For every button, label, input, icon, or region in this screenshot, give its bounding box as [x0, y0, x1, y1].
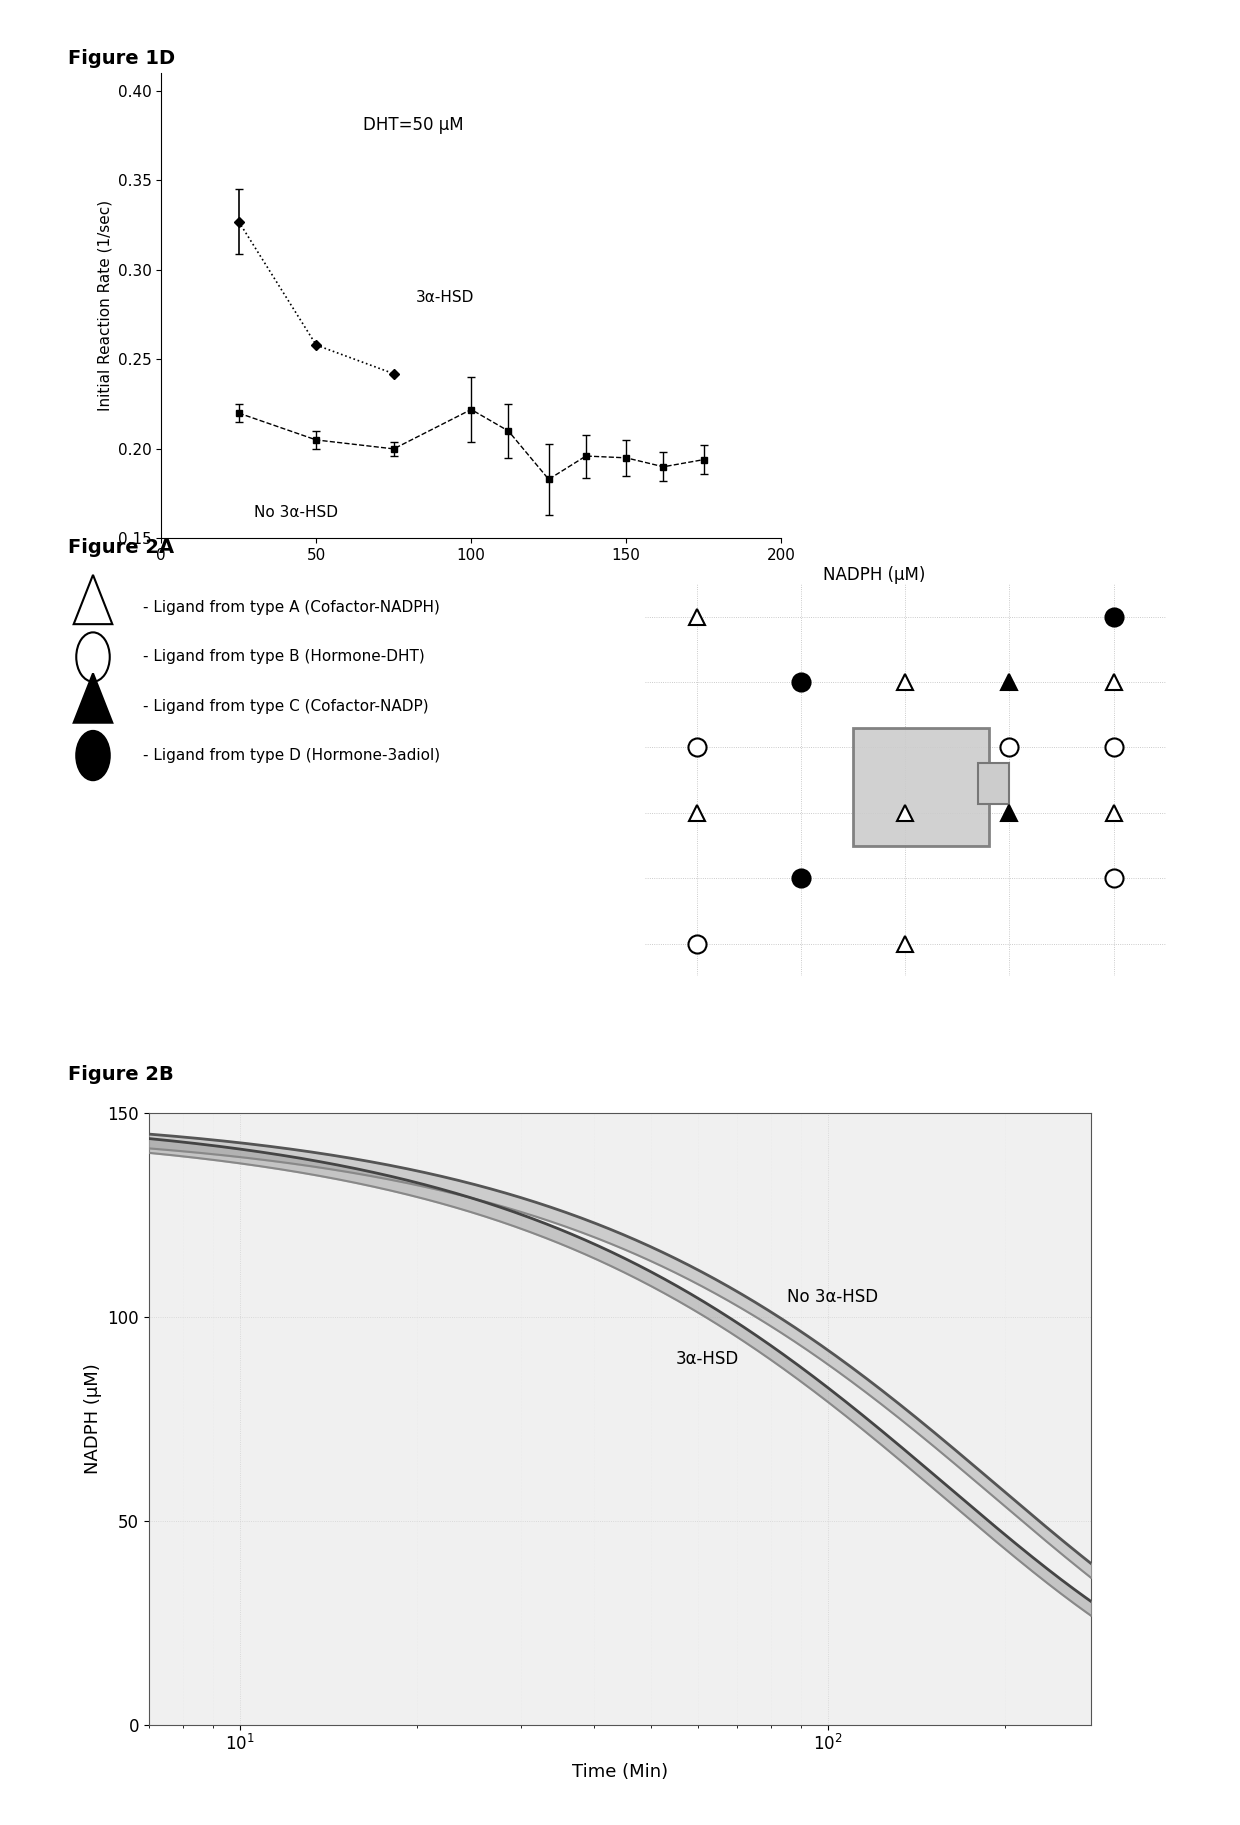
Text: - Ligand from type D (Hormone-3adiol): - Ligand from type D (Hormone-3adiol): [143, 748, 440, 763]
Y-axis label: Initial Reaction Rate (1/sec): Initial Reaction Rate (1/sec): [97, 201, 112, 411]
FancyBboxPatch shape: [978, 763, 1009, 805]
X-axis label: Time (Min): Time (Min): [572, 1763, 668, 1781]
X-axis label: NADPH (μM): NADPH (μM): [823, 566, 925, 584]
Text: 3α-HSD: 3α-HSD: [415, 290, 474, 305]
Text: - Ligand from type C (Cofactor-NADP): - Ligand from type C (Cofactor-NADP): [143, 699, 428, 714]
Text: DHT=50 μM: DHT=50 μM: [363, 117, 464, 135]
Text: No 3α-HSD: No 3α-HSD: [254, 506, 339, 520]
Text: Figure 1D: Figure 1D: [68, 49, 175, 68]
Text: No 3α-HSD: No 3α-HSD: [786, 1288, 878, 1305]
Text: 3α-HSD: 3α-HSD: [676, 1350, 739, 1369]
Text: Figure 2A: Figure 2A: [68, 538, 175, 557]
Text: - Ligand from type B (Hormone-DHT): - Ligand from type B (Hormone-DHT): [143, 650, 424, 664]
Text: - Ligand from type A (Cofactor-NADPH): - Ligand from type A (Cofactor-NADPH): [143, 600, 439, 615]
Bar: [853, 728, 988, 845]
Text: Figure 2B: Figure 2B: [68, 1066, 174, 1084]
Y-axis label: NADPH (μM): NADPH (μM): [84, 1363, 102, 1475]
